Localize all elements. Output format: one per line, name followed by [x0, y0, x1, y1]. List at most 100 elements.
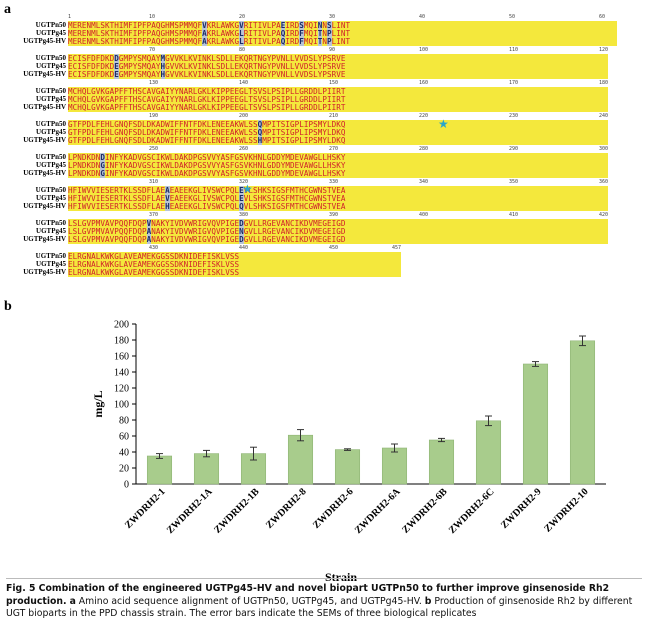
sequence-name: UGTPg45	[36, 29, 66, 37]
ruler-tick-label: 380	[239, 212, 249, 218]
ruler-tick-label: 160	[419, 80, 429, 86]
alignment-row: UGTPg45 HFIWVVIESERTKLSSDFLAEVEAEEKGLIVSW…	[0, 194, 647, 203]
ruler-tick-label: 200	[239, 113, 249, 119]
alignment-row: UGTPg45 MERENMLSKTHIMFIPFPAQGHMSPMMQFAKRL…	[0, 29, 647, 38]
sequence-text: GTFPDLFEHLGNQFSDLDKADWIFFNTFDKLENEEAKWLS…	[68, 136, 608, 145]
ruler-tick-label: 370	[149, 212, 159, 218]
ruler-tick-label: 130	[149, 80, 159, 86]
sequence-name: UGTPn50	[35, 153, 66, 161]
x-tick-label: ZWDRH2-8	[264, 486, 309, 531]
alignment-ruler: 430 440 450 457	[68, 245, 608, 253]
y-tick-label: 40	[119, 448, 129, 459]
ruler-tick-label: 300	[599, 146, 609, 152]
y-tick-label: 160	[114, 352, 129, 363]
sequence-text: HFIWVVIESERTKLSSDFLAEAEAEEKGLIVSWCPQLEVL…	[68, 186, 608, 195]
alignment-row: UGTPg45 GTFPDLFEHLGNQFSDLDKADWIFFNTFDKLEN…	[0, 128, 647, 137]
alignment-ruler: 190 200 210 220 230 240	[68, 113, 608, 121]
sequence-text: MERENMLSKTHIMFIPFPAQGHMSPMMQFAKRLAWKGLRI…	[68, 29, 617, 38]
ruler-tick-label: 20	[239, 14, 246, 20]
alignment-ruler: 370 380 390 400 410 420	[68, 212, 608, 220]
figure-caption: Fig. 5 Combination of the engineered UGT…	[6, 583, 642, 621]
alignment-ruler: 1 10 20 30 40 50 60	[68, 14, 608, 22]
sequence-name: UGTPg45-HV	[23, 169, 66, 177]
caption-b-label: b	[424, 595, 432, 607]
ruler-tick-label: 110	[509, 47, 519, 53]
alignment-row: UGTPg45 LPNDKDNGINFYKADVGSCIKWLDAKDPGSVVY…	[0, 161, 647, 170]
ruler-tick-label: 210	[329, 113, 339, 119]
panel-a-label: a	[4, 2, 11, 17]
ruler-tick-label: 10	[149, 14, 156, 20]
ruler-tick-label: 30	[329, 14, 336, 20]
sequence-name: UGTPg45-HV	[23, 235, 66, 243]
ruler-tick-label: 190	[149, 113, 159, 119]
ruler-tick-label: 60	[599, 14, 606, 20]
sequence-text: ECISFDFDKDEGMPYSMQAYHGVVKLKVINKLSDLLEKQR…	[68, 70, 608, 79]
sequence-name: UGTPg45	[36, 62, 66, 70]
ruler-tick-label: 310	[149, 179, 159, 185]
y-tick-label: 200	[114, 320, 129, 331]
sequence-name: UGTPg45-HV	[23, 268, 66, 276]
sequence-text: MERENMLSKTHIMFIPFPAQGHMSPMMQFAKRLAWKGLRI…	[68, 37, 617, 46]
caption-title: Fig. 5 Combination of the engineered UGT…	[6, 583, 610, 607]
ruler-tick-label: 50	[509, 14, 516, 20]
panel-b-label: b	[4, 299, 12, 314]
sequence-name: UGTPn50	[35, 252, 66, 260]
mutation-star-icon: ★	[242, 182, 253, 196]
mutation-star-icon: ★	[438, 117, 449, 131]
ruler-tick-label: 180	[599, 80, 609, 86]
alignment-row: UGTPg45 LSLGVPMVAVPQQFDQPANAKYIVDVWRIGVQV…	[0, 227, 647, 236]
alignment-row: UGTPn50 LSLGVPMVAVPQQFDQPVNAKYIVDVWRIGVQV…	[0, 219, 647, 228]
ruler-tick-label: 250	[149, 146, 159, 152]
sequence-name: UGTPg45-HV	[23, 202, 66, 210]
sequence-text: ELRGNALKWKGLAVEAMEKGGSSDKNIDEFISKLVSS	[68, 252, 401, 261]
bar-chart: 0 20 40 60 80 100 120 140 160 180 200 mg/L Strain ZW…	[91, 320, 606, 584]
sequence-text: ECISFDFDKDEGMPYSMQAYHGVVKLKVINKLSDLLEKQR…	[68, 62, 608, 71]
ruler-tick-label: 120	[599, 47, 609, 53]
ruler-tick-label: 140	[239, 80, 249, 86]
x-tick-label: ZWDRH2-1	[123, 486, 168, 531]
ruler-tick-label: 220	[419, 113, 429, 119]
sequence-text: MERENMLSKTHIMFIPFPAQGHMSPMMQFVKRLAWKGVRI…	[68, 21, 617, 30]
y-axis-title: mg/L	[91, 390, 105, 417]
sequence-text: LSLGVPMVAVPQQFDQPANAKYIVDVWRIGVQVPIGENGV…	[68, 227, 608, 236]
alignment-ruler: 310 320 330 340 350 360	[68, 179, 608, 187]
alignment-row: UGTPn50 HFIWVVIESERTKLSSDFLAEAEAEEKGLIVSW…	[0, 186, 647, 195]
alignment-ruler: 250 260 270 280 290 300	[68, 146, 608, 154]
sequence-name: UGTPg45-HV	[23, 70, 66, 78]
bar	[287, 434, 314, 485]
bar	[381, 447, 408, 485]
y-tick-label: 0	[124, 480, 129, 491]
bar	[522, 363, 549, 485]
sequence-text: HFIWVVIESERTKLSSDFLAEHEAEEKGLIVSWCPQLQVL…	[68, 202, 608, 211]
bar	[193, 453, 220, 485]
ruler-tick-label: 40	[419, 14, 426, 20]
x-tick-label: ZWDRH2-1A	[165, 486, 215, 536]
alignment-row: UGTPn50 ELRGNALKWKGLAVEAMEKGGSSDKNIDEFISK…	[0, 252, 647, 261]
alignment-row: UGTPg45-HV MCHQLGVKGAPFFTHSCAVGAIYYNARLGK…	[0, 103, 647, 112]
ruler-tick-label: 70	[149, 47, 156, 53]
ruler-tick-label: 420	[599, 212, 609, 218]
alignment-row: UGTPg45 ELRGNALKWKGLAVEAMEKGGSSDKNIDEFISK…	[0, 260, 647, 269]
x-tick-label: ZWDRH2-6A	[353, 486, 403, 536]
sequence-name: UGTPg45-HV	[23, 103, 66, 111]
sequence-name: UGTPn50	[35, 21, 66, 29]
ruler-tick-label: 350	[509, 179, 519, 185]
ruler-tick-label: 330	[329, 179, 339, 185]
ruler-tick-label: 390	[329, 212, 339, 218]
sequence-name: UGTPg45	[36, 194, 66, 202]
ruler-tick-label: 400	[419, 212, 429, 218]
ruler-tick-label: 320	[239, 179, 249, 185]
alignment-row: UGTPg45-HV HFIWVVIESERTKLSSDFLAEHEAEEKGLI…	[0, 202, 647, 211]
alignment-row: UGTPn50 LPNDKDNDINFYKADVGSCIKWLDAKDPGSVVY…	[0, 153, 647, 162]
sequence-text: LPNDKDNGINFYKADVGSCIKWLDAKDPGSVVYASFGSVK…	[68, 169, 608, 178]
alignment-row: UGTPg45 MCHQLGVKGAPFFTHSCAVGAIYYNARLGKLKI…	[0, 95, 647, 104]
sequence-name: UGTPg45-HV	[23, 37, 66, 45]
sequence-name: UGTPg45	[36, 161, 66, 169]
caption-a-text: Amino acid sequence alignment of UGTPn50…	[75, 595, 425, 607]
sequence-text: HFIWVVIESERTKLSSDFLAEVEAEEKGLIVSWCPQLEVL…	[68, 194, 608, 203]
ruler-tick-label: 270	[329, 146, 339, 152]
bar	[475, 420, 502, 485]
ruler-tick-label: 360	[599, 179, 609, 185]
ruler-tick-label: 440	[239, 245, 249, 251]
x-axis-title: Strain	[325, 570, 357, 584]
